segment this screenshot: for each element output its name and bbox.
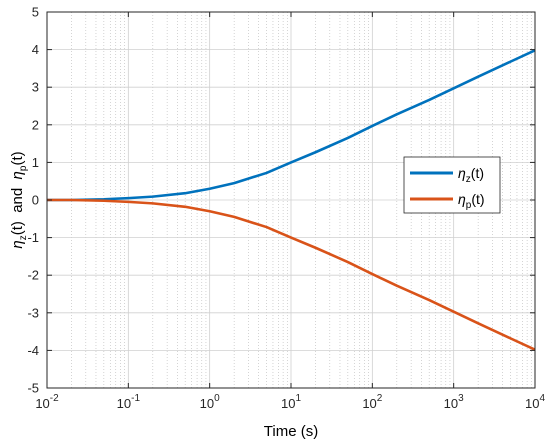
x-axis-label: Time (s) bbox=[264, 423, 318, 440]
y-label-end: (t) bbox=[9, 151, 26, 165]
legend-box bbox=[403, 156, 501, 214]
y-label-sub-z: z bbox=[18, 235, 29, 240]
x-tick-label: 103 bbox=[444, 393, 464, 411]
y-label-eta-z: η bbox=[9, 240, 26, 248]
series-layer bbox=[47, 49, 536, 351]
y-tick-label: 3 bbox=[32, 80, 39, 95]
series-line-eta-p bbox=[47, 198, 536, 351]
legend: ηz(t) ηp(t) bbox=[403, 156, 501, 214]
y-tick-label: 1 bbox=[32, 155, 39, 170]
y-axis-label: ηz(t) and ηp(t) bbox=[9, 151, 29, 248]
y-tick-label: -4 bbox=[27, 343, 39, 358]
ticks bbox=[46, 11, 536, 389]
y-tick-label: 4 bbox=[32, 42, 39, 57]
y-label-sub-p: p bbox=[18, 165, 29, 171]
x-tick-label: 101 bbox=[281, 393, 301, 411]
y-tick-label: 5 bbox=[32, 5, 39, 20]
series-line-eta-z bbox=[47, 49, 536, 202]
x-tick-label: 10-1 bbox=[117, 393, 141, 411]
y-label-eta-p: η bbox=[9, 171, 26, 179]
x-tick-label: 100 bbox=[200, 393, 220, 411]
y-tick-label: 0 bbox=[32, 193, 39, 208]
legend-label-eta-z: ηz(t) bbox=[458, 165, 484, 185]
y-tick-label: -2 bbox=[27, 268, 39, 283]
y-tick-label: -5 bbox=[27, 381, 39, 396]
x-tick-label: 10-2 bbox=[35, 393, 59, 411]
x-tick-label: 102 bbox=[362, 393, 382, 411]
y-tick-label: -3 bbox=[27, 305, 39, 320]
y-tick-label: -1 bbox=[27, 230, 39, 245]
x-tick-label: 104 bbox=[525, 393, 545, 411]
y-label-mid: (t) and bbox=[9, 179, 26, 235]
legend-label-eta-p: ηp(t) bbox=[458, 191, 485, 211]
y-tick-label: 2 bbox=[32, 117, 39, 132]
